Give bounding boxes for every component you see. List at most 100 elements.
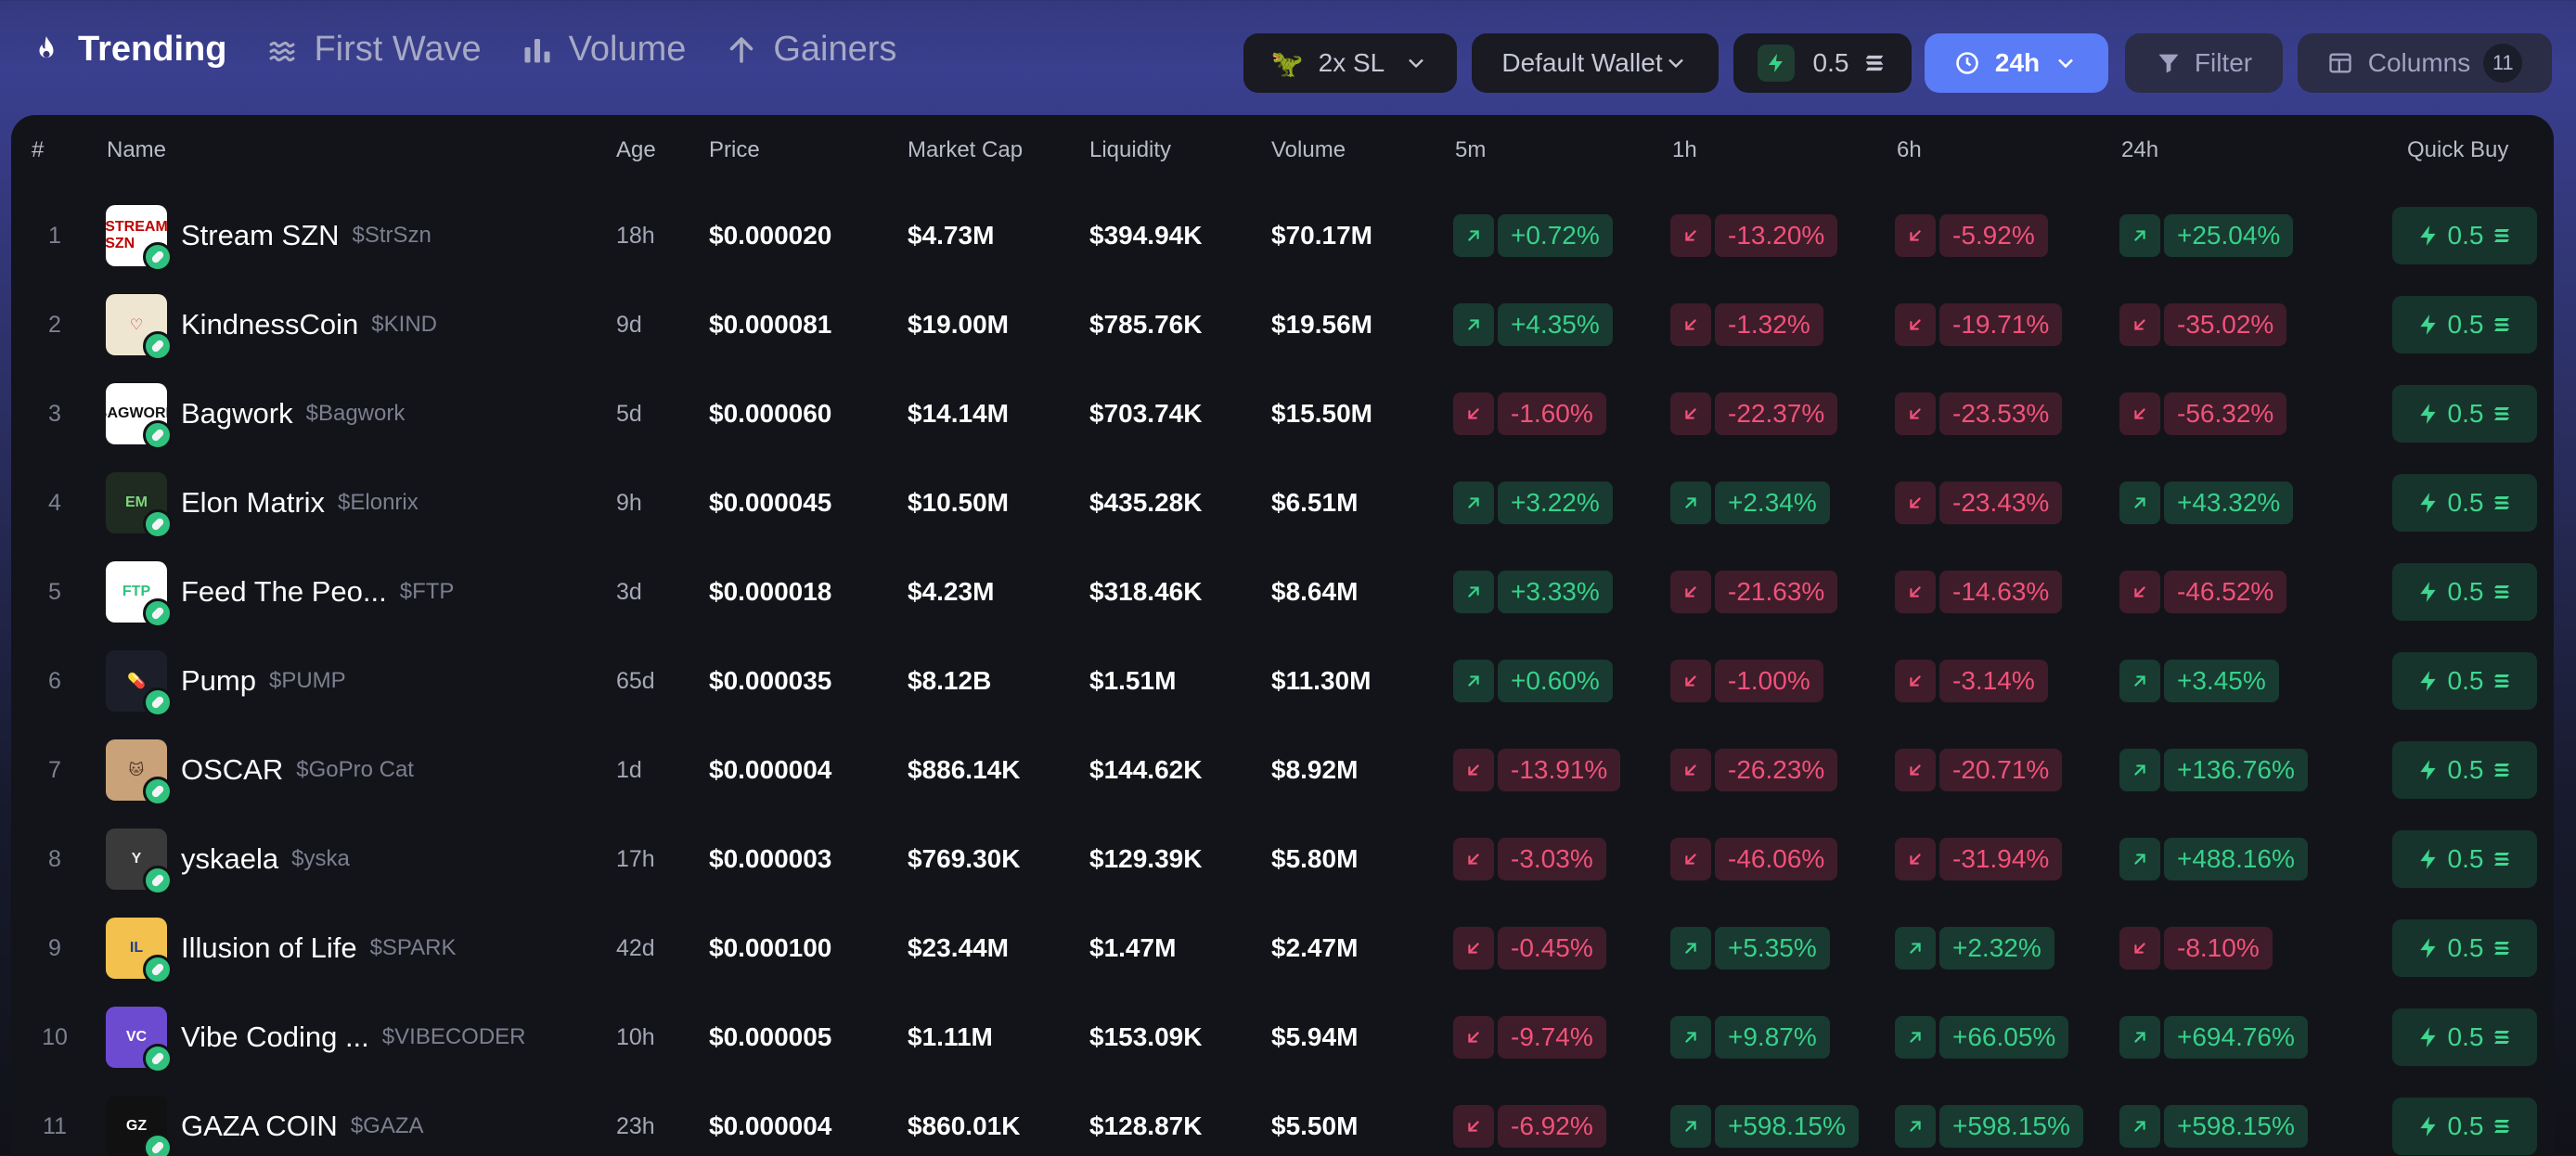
quick-buy-button[interactable]: 0.5 (2392, 919, 2537, 977)
arrow-down-left-icon (1670, 838, 1711, 880)
token-name-cell[interactable]: Bagwork $Bagwork (181, 369, 405, 458)
header-6h[interactable]: 6h (1897, 137, 1922, 162)
arrow-up-right-icon (2119, 214, 2160, 257)
header-age[interactable]: Age (616, 137, 656, 162)
header-name[interactable]: Name (107, 137, 167, 162)
token-market-cap: $4.73M (908, 221, 995, 250)
solana-icon (2494, 942, 2510, 955)
token-name-cell[interactable]: GAZA COIN $GAZA (181, 1082, 424, 1156)
table-row[interactable]: 1 STREAM SZN Stream SZN $StrSzn 18h $0.000020… (11, 191, 2554, 280)
quick-buy-button[interactable]: 0.5 (2392, 296, 2537, 353)
change-5m-cell: -0.45% (1453, 904, 1606, 993)
change-badge: +488.16% (2119, 838, 2308, 880)
quick-buy-button[interactable]: 0.5 (2392, 652, 2537, 710)
change-1h-cell: +2.34% (1670, 458, 1830, 547)
header-24h[interactable]: 24h (2121, 137, 2159, 162)
change-badge: +0.60% (1453, 660, 1613, 702)
token-avatar[interactable]: FTP (106, 561, 173, 628)
token-avatar[interactable]: EM (106, 472, 173, 539)
table-row[interactable]: 3 BAGWORKBagwork $Bagwork 5d $0.000060 $14.14… (11, 369, 2554, 458)
pill-icon (143, 420, 173, 450)
tab-volume[interactable]: Volume (519, 30, 686, 70)
header-market-cap[interactable]: Market Cap (908, 137, 1024, 162)
table-row[interactable]: 2 ♡ KindnessCoin $KIND 9d $0.000081 $19.00M $78… (11, 280, 2554, 369)
waves-icon (264, 32, 301, 69)
quick-buy-button[interactable]: 0.5 (2392, 830, 2537, 888)
token-name-cell[interactable]: Illusion of Life $SPARK (181, 904, 457, 993)
change-badge: +598.15% (2119, 1105, 2308, 1148)
table-row[interactable]: 10 VC Vibe Coding ... $VIBECODER 10h $0.00000… (11, 993, 2554, 1082)
token-avatar[interactable]: 🐱 (106, 739, 173, 806)
change-badge: +43.32% (2119, 482, 2294, 524)
token-avatar[interactable]: Y (106, 828, 173, 895)
change-value: +5.35% (1715, 927, 1830, 970)
quick-buy-button[interactable]: 0.5 (2392, 385, 2537, 443)
token-avatar[interactable]: IL (106, 918, 173, 984)
quick-buy-button[interactable]: 0.5 (2392, 563, 2537, 621)
token-avatar[interactable]: GZ (106, 1096, 173, 1156)
pill-icon (143, 331, 173, 361)
quick-buy-amount[interactable]: 0.5 (1733, 33, 1912, 93)
header-price[interactable]: Price (709, 137, 760, 162)
timeframe-dropdown[interactable]: 24h (1925, 33, 2108, 93)
change-6h-cell: -3.14% (1895, 636, 2048, 726)
token-name-cell[interactable]: Vibe Coding ... $VIBECODER (181, 993, 526, 1082)
tab-first-wave[interactable]: First Wave (264, 30, 482, 70)
change-value: +2.32% (1939, 927, 2054, 970)
token-name-cell[interactable]: Stream SZN $StrSzn (181, 191, 431, 280)
table-row[interactable]: 11 GZ GAZA COIN $GAZA 23h $0.000004 $860.01K $1… (11, 1082, 2554, 1156)
change-1h-cell: +598.15% (1670, 1082, 1859, 1156)
table-row[interactable]: 6 💊 Pump $PUMP 65d $0.000035 $8.12B $1.51M $11.3… (11, 636, 2554, 726)
columns-button[interactable]: Columns 11 (2298, 33, 2552, 93)
quick-buy-button[interactable]: 0.5 (2392, 207, 2537, 264)
row-number: 2 (48, 311, 61, 338)
change-value: -1.00% (1715, 660, 1823, 702)
token-name-cell[interactable]: KindnessCoin $KIND (181, 280, 437, 369)
header-5m[interactable]: 5m (1455, 137, 1487, 162)
stop-loss-dropdown[interactable]: 🦖 2x SL (1243, 33, 1457, 93)
quick-buy-button[interactable]: 0.5 (2392, 1008, 2537, 1066)
header-volume[interactable]: Volume (1271, 137, 1346, 162)
token-age: 9h (616, 489, 642, 516)
token-avatar[interactable]: ♡ (106, 294, 173, 361)
table-row[interactable]: 5 FTP Feed The Peo... $FTP 3d $0.000018 $4.23M… (11, 547, 2554, 636)
change-value: +598.15% (2164, 1105, 2308, 1148)
change-badge: +66.05% (1895, 1016, 2069, 1059)
token-name-cell[interactable]: Pump $PUMP (181, 636, 346, 726)
token-name-cell[interactable]: yskaela $yska (181, 815, 350, 904)
quick-buy-button[interactable]: 0.5 (2392, 1098, 2537, 1155)
change-badge: -13.91% (1453, 749, 1621, 791)
change-value: -6.92% (1498, 1105, 1606, 1148)
arrow-up-right-icon (1895, 1105, 1936, 1148)
token-avatar[interactable]: 💊 (106, 650, 173, 717)
change-badge: -0.45% (1453, 927, 1606, 970)
quick-buy-button[interactable]: 0.5 (2392, 741, 2537, 799)
table-row[interactable]: 7 🐱 OSCAR $GoPro Cat 1d $0.000004 $886.14K $144… (11, 726, 2554, 815)
token-name-cell[interactable]: OSCAR $GoPro Cat (181, 726, 414, 815)
token-name-cell[interactable]: Feed The Peo... $FTP (181, 547, 454, 636)
token-avatar[interactable]: BAGWORK (106, 383, 173, 450)
pill-icon (143, 777, 173, 806)
wallet-dropdown[interactable]: Default Wallet (1472, 33, 1719, 93)
token-ticker: $Elonrix (338, 490, 419, 515)
token-avatar[interactable]: STREAM SZN (106, 205, 173, 272)
change-badge: -23.53% (1895, 392, 2063, 435)
arrow-up-right-icon (2119, 660, 2160, 702)
header-liquidity[interactable]: Liquidity (1089, 137, 1172, 162)
table-row[interactable]: 9 IL Illusion of Life $SPARK 42d $0.000100 $23… (11, 904, 2554, 993)
table-row[interactable]: 4 EM Elon Matrix $Elonrix 9h $0.000045 $10.50M… (11, 458, 2554, 547)
token-liquidity: $703.74K (1089, 399, 1203, 428)
tab-gainers[interactable]: Gainers (723, 30, 896, 70)
token-name-cell[interactable]: Elon Matrix $Elonrix (181, 458, 419, 547)
token-avatar[interactable]: VC (106, 1007, 173, 1073)
bolt-icon (2419, 493, 2436, 513)
header-1h[interactable]: 1h (1672, 137, 1697, 162)
change-6h-cell: +66.05% (1895, 993, 2069, 1082)
change-value: -26.23% (1715, 749, 1838, 791)
pill-icon (143, 509, 173, 539)
quick-buy-button[interactable]: 0.5 (2392, 474, 2537, 532)
filter-button[interactable]: Filter (2125, 33, 2283, 93)
change-24h-cell: +488.16% (2119, 815, 2308, 904)
tab-trending[interactable]: Trending (28, 30, 226, 70)
